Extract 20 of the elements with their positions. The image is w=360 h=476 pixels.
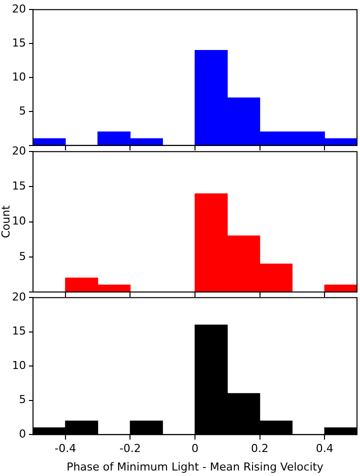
y-tick-label: 5	[19, 393, 26, 406]
y-axis-title: Count	[0, 204, 12, 238]
x-tick-label: 0	[192, 442, 198, 456]
y-tick-label: 15	[12, 180, 26, 193]
x-axis-title: Phase of Minimum Light - Mean Rising Velocity	[66, 460, 324, 474]
y-tick-label: 5	[19, 104, 26, 118]
y-tick-label: 15	[12, 324, 26, 338]
y-tick-label: 10	[12, 70, 26, 84]
y-tick-label: 20	[12, 2, 26, 16]
y-tick-label: 5	[19, 250, 26, 263]
y-tick-label: 20	[12, 290, 26, 304]
y-tick-label: 15	[12, 36, 26, 50]
y-tick-label: 10	[12, 214, 26, 228]
y-tick-label: 10	[12, 358, 26, 372]
x-tick-label: 0.2	[251, 442, 269, 456]
y-tick-label: 20	[12, 144, 26, 158]
x-tick-label: -0.2	[119, 442, 141, 456]
y-tick-label: 0	[19, 427, 26, 440]
x-tick-label: -0.4	[54, 442, 76, 456]
x-tick-label: 0.4	[316, 442, 334, 456]
